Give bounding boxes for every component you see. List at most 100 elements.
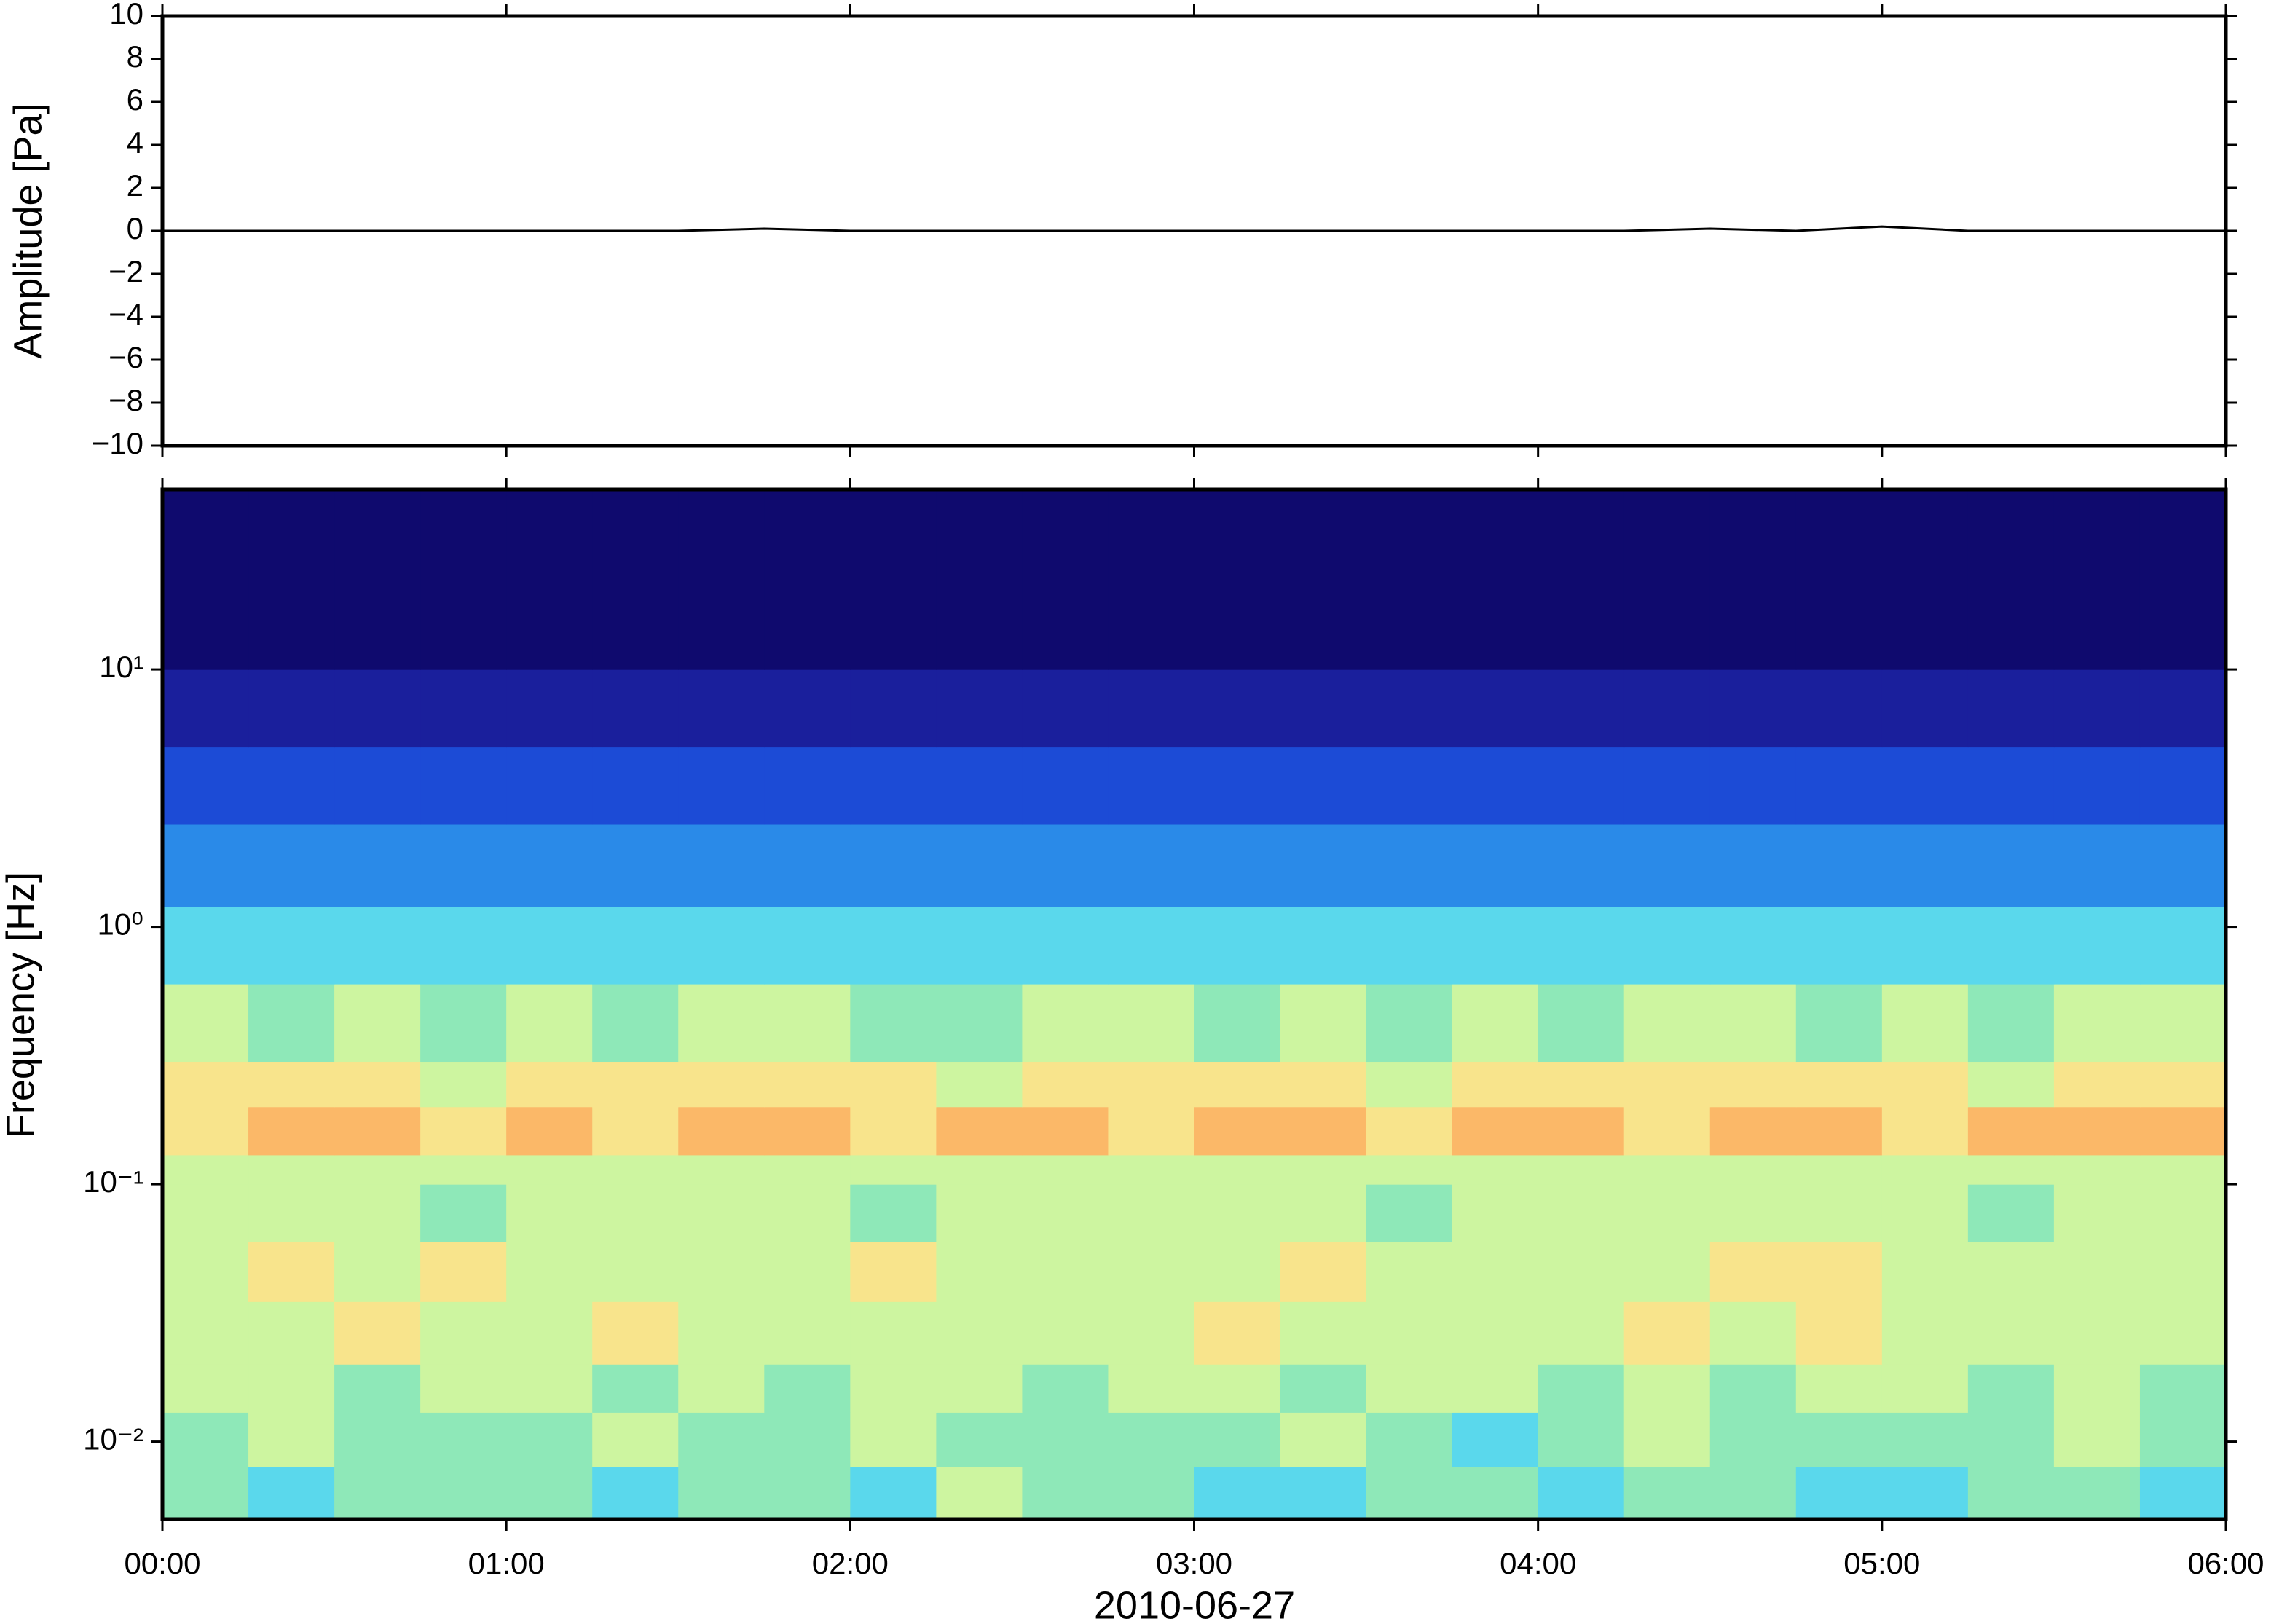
spectrogram-cell bbox=[1452, 1412, 1539, 1467]
spectrogram-cell bbox=[2053, 1061, 2141, 1108]
spectrogram-cell bbox=[936, 1061, 1023, 1108]
spectrogram-cell bbox=[1366, 906, 1453, 985]
spectrogram-cell bbox=[248, 1106, 335, 1156]
spectrogram-cell bbox=[592, 1061, 679, 1108]
spectrogram-cell bbox=[1623, 1154, 1711, 1185]
y-tick-label: −4 bbox=[109, 297, 143, 331]
spectrogram-cell bbox=[248, 824, 335, 907]
spectrogram-cell bbox=[162, 489, 249, 670]
spectrogram-cell bbox=[506, 1466, 593, 1520]
spectrogram-cell bbox=[1280, 489, 1367, 670]
spectrogram-cell bbox=[936, 489, 1023, 670]
spectrogram-cell bbox=[592, 1301, 679, 1365]
spectrogram-cell bbox=[592, 1241, 679, 1302]
spectrogram-cell bbox=[592, 669, 679, 748]
spectrogram-cell bbox=[2139, 1061, 2227, 1108]
spectrogram-cell bbox=[1194, 824, 1281, 907]
spectrogram-cell bbox=[1452, 824, 1539, 907]
x-tick-label: 04:00 bbox=[1500, 1546, 1576, 1580]
spectrogram-cell bbox=[1709, 1466, 1797, 1520]
spectrogram-cell bbox=[592, 746, 679, 825]
spectrogram-cell bbox=[162, 906, 249, 985]
spectrogram-cell bbox=[764, 1412, 851, 1467]
spectrogram-cell bbox=[420, 1061, 507, 1108]
spectrogram-cell bbox=[1538, 669, 1625, 748]
spectrogram-cell bbox=[1795, 1184, 1883, 1242]
spectrogram-cell bbox=[1967, 1364, 2055, 1413]
spectrogram-cell bbox=[936, 1412, 1023, 1467]
spectrogram-cell bbox=[1108, 906, 1195, 985]
spectrogram-cell bbox=[850, 1154, 937, 1185]
spectrogram-cell bbox=[1280, 984, 1367, 1063]
spectrogram-cell bbox=[936, 1466, 1023, 1520]
spectrogram-cell bbox=[678, 1154, 765, 1185]
spectrogram-cell bbox=[678, 1364, 765, 1413]
spectrogram-cell bbox=[1967, 984, 2055, 1063]
spectrogram-cell bbox=[1452, 1154, 1539, 1185]
spectrogram-cell bbox=[248, 489, 335, 670]
spectrogram-cell bbox=[678, 1301, 765, 1365]
spectrogram-cell bbox=[1366, 1241, 1453, 1302]
spectrogram-cell bbox=[1623, 906, 1711, 985]
spectrogram-cell bbox=[764, 1184, 851, 1242]
spectrogram-cell bbox=[2139, 1184, 2227, 1242]
spectrogram-cell bbox=[936, 1301, 1023, 1365]
spectrogram-cell bbox=[764, 1364, 851, 1413]
spectrogram-cell bbox=[162, 1061, 249, 1108]
spectrogram-cell bbox=[1709, 824, 1797, 907]
spectrogram-cell bbox=[248, 1061, 335, 1108]
spectrogram-cell bbox=[1194, 906, 1281, 985]
spectrogram-cell bbox=[2053, 984, 2141, 1063]
spectrogram-cell bbox=[162, 746, 249, 825]
spectrogram-cell bbox=[1280, 906, 1367, 985]
spectrogram-cell bbox=[592, 1154, 679, 1185]
spectrogram-cell bbox=[2053, 1412, 2141, 1467]
spectrogram-cell bbox=[420, 1412, 507, 1467]
spectrogram-cell bbox=[420, 489, 507, 670]
spectrogram-cell bbox=[334, 1364, 421, 1413]
y-tick-label: −6 bbox=[109, 340, 143, 374]
spectrogram-cell bbox=[334, 1301, 421, 1365]
spectrogram-cell bbox=[1108, 1061, 1195, 1108]
spectrogram-cell bbox=[248, 1364, 335, 1413]
spectrogram-cell bbox=[506, 984, 593, 1063]
spectrogram-cell bbox=[1623, 1301, 1711, 1365]
y-tick-label: 10⁻¹ bbox=[83, 1164, 143, 1199]
spectrogram-cell bbox=[248, 1466, 335, 1520]
spectrogram-cell bbox=[1538, 984, 1625, 1063]
spectrogram-cell bbox=[1280, 1241, 1367, 1302]
spectrogram-cell bbox=[850, 746, 937, 825]
spectrogram-cell bbox=[1108, 984, 1195, 1063]
spectrogram-cell bbox=[1881, 1061, 1969, 1108]
spectrogram-cell bbox=[1623, 824, 1711, 907]
spectrogram-cell bbox=[1709, 1061, 1797, 1108]
spectrogram-cell bbox=[850, 489, 937, 670]
spectrogram-cell bbox=[1709, 1184, 1797, 1242]
spectrogram-cell bbox=[678, 824, 765, 907]
spectrogram-cell bbox=[420, 824, 507, 907]
spectrogram-cell bbox=[1022, 1154, 1109, 1185]
spectrogram-cell bbox=[420, 906, 507, 985]
spectrogram-cell bbox=[2053, 1466, 2141, 1520]
spectrogram-cell bbox=[1452, 489, 1539, 670]
spectrogram-cell bbox=[2139, 1364, 2227, 1413]
spectrogram-cell bbox=[506, 1061, 593, 1108]
spectrogram-cell bbox=[1967, 1061, 2055, 1108]
spectrogram-cell bbox=[1280, 1466, 1367, 1520]
spectrogram-cell bbox=[592, 1466, 679, 1520]
spectrogram-cell bbox=[420, 1364, 507, 1413]
spectrogram-cell bbox=[2053, 1364, 2141, 1413]
spectrogram-cell bbox=[162, 1184, 249, 1242]
spectrogram-cell bbox=[2053, 1301, 2141, 1365]
spectrogram-cell bbox=[1022, 1106, 1109, 1156]
spectrogram-cell bbox=[1795, 1412, 1883, 1467]
spectrogram-cell bbox=[1795, 669, 1883, 748]
spectrogram-cell bbox=[1967, 1466, 2055, 1520]
spectrogram-cell bbox=[2053, 746, 2141, 825]
spectrogram-cell bbox=[1194, 669, 1281, 748]
spectrogram-cell bbox=[592, 1412, 679, 1467]
spectrogram-cell bbox=[1709, 1154, 1797, 1185]
spectrogram-cell bbox=[1022, 746, 1109, 825]
spectrogram-cell bbox=[1538, 1106, 1625, 1156]
spectrogram-cell bbox=[1967, 1106, 2055, 1156]
